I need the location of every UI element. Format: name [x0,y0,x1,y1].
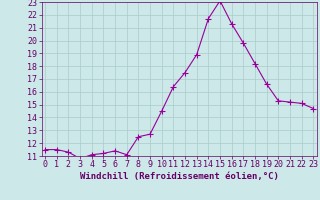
X-axis label: Windchill (Refroidissement éolien,°C): Windchill (Refroidissement éolien,°C) [80,172,279,181]
